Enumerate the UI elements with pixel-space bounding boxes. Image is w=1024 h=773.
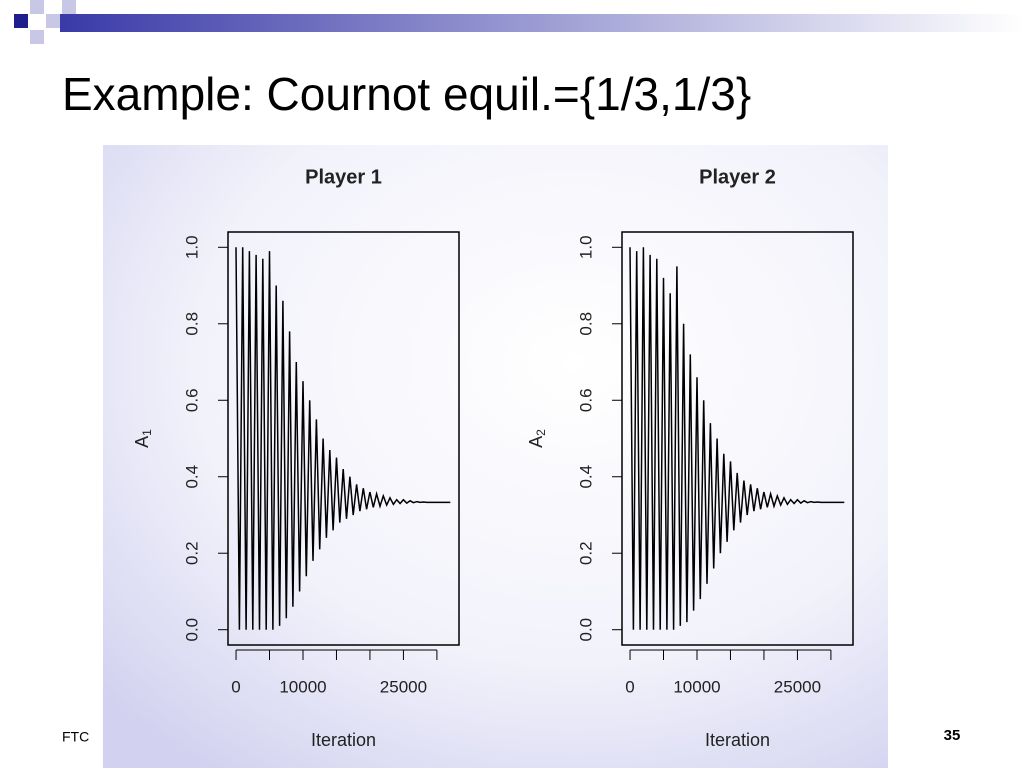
y-tick-label: 0.2 (576, 541, 595, 565)
y-tick-label: 1.0 (182, 235, 201, 259)
chart-title: Player 2 (699, 166, 776, 188)
x-tick-label: 10000 (279, 677, 326, 696)
slide-title: Example: Cournot equil.={1/3,1/3} (62, 68, 751, 120)
y-tick-label: 0.2 (182, 541, 201, 565)
data-line (235, 247, 451, 630)
plot-frame (621, 231, 854, 646)
y-tick-label: 0.8 (182, 312, 201, 336)
x-axis-label: Iteration (311, 730, 376, 750)
y-axis-label: A2 (526, 429, 548, 448)
x-tick-label: 25000 (774, 677, 821, 696)
header-bar (60, 14, 1024, 32)
header-square (30, 30, 44, 44)
y-tick-label: 1.0 (576, 235, 595, 259)
y-axis-label-subscript: 2 (534, 429, 548, 436)
header-square (30, 0, 44, 14)
y-axis-label-subscript: 1 (140, 429, 154, 436)
footer: FTC (62, 729, 89, 745)
plot-frame (227, 231, 460, 646)
y-axis-label-main: A (132, 436, 152, 448)
y-tick-label: 0.6 (576, 388, 595, 412)
x-tick-label: 0 (231, 677, 240, 696)
y-tick-label: 0.0 (182, 618, 201, 642)
y-axis-label-main: A (526, 436, 546, 448)
x-tick-label: 10000 (673, 677, 720, 696)
y-tick-label: 0.4 (576, 465, 595, 489)
y-axis-label: A1 (132, 429, 154, 448)
figure-background (103, 145, 888, 768)
data-line (629, 247, 845, 630)
header-square (14, 14, 28, 28)
x-tick-label: 0 (625, 677, 634, 696)
y-tick-label: 0.0 (576, 618, 595, 642)
y-tick-label: 0.8 (576, 312, 595, 336)
y-tick-label: 0.4 (182, 465, 201, 489)
y-tick-label: 0.6 (182, 388, 201, 412)
x-tick-label: 25000 (380, 677, 427, 696)
page-number: 35 (944, 727, 961, 744)
chart-title: Player 1 (305, 166, 382, 188)
header-square (62, 0, 76, 14)
x-axis-label: Iteration (705, 730, 770, 750)
header-square (46, 14, 60, 28)
